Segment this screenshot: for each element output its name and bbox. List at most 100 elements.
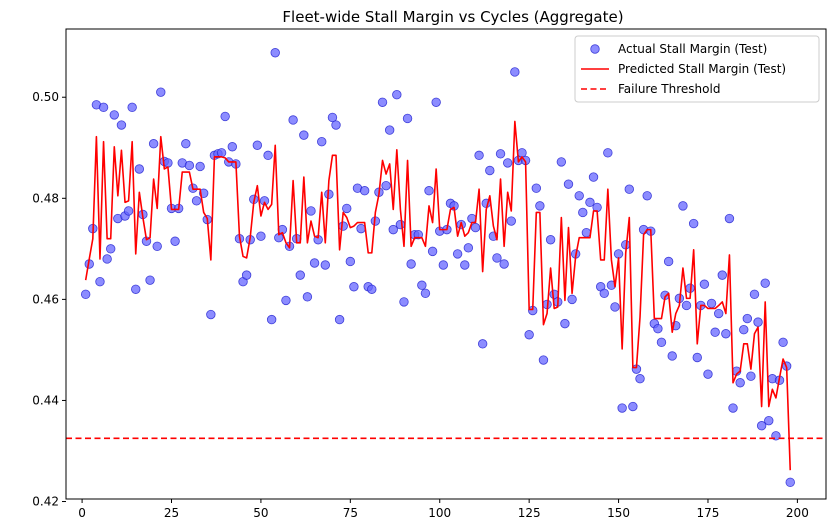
actual-point <box>667 351 677 361</box>
x-axis: 0 25 50 75 100 125 150 175 200 <box>78 499 809 520</box>
actual-point <box>338 221 348 231</box>
x-tick-label: 175 <box>697 506 720 520</box>
actual-point <box>306 206 316 216</box>
legend-label: Predicted Stall Margin (Test) <box>618 62 786 76</box>
actual-point <box>717 270 727 280</box>
actual-point <box>656 337 667 348</box>
actual-point <box>356 223 366 234</box>
x-tick-label: 0 <box>78 506 86 520</box>
line-layer <box>84 120 792 471</box>
x-tick-label: 125 <box>518 506 541 520</box>
actual-point <box>678 201 688 211</box>
actual-point <box>384 125 395 135</box>
actual-point <box>746 371 756 381</box>
actual-point <box>724 213 735 224</box>
actual-point <box>145 275 155 285</box>
actual-point <box>742 313 753 324</box>
actual-point <box>381 180 391 191</box>
actual-point <box>342 203 352 214</box>
actual-point <box>531 183 542 193</box>
actual-point <box>574 191 584 201</box>
actual-point <box>749 289 760 300</box>
actual-point <box>156 87 166 97</box>
actual-point <box>424 186 434 196</box>
x-tick-label: 25 <box>164 506 179 520</box>
actual-point <box>334 314 345 325</box>
actual-point <box>681 300 692 311</box>
actual-point <box>320 260 330 270</box>
actual-point <box>545 235 556 245</box>
predicted-line <box>84 120 792 471</box>
actual-point <box>102 254 112 264</box>
actual-point <box>206 309 216 320</box>
x-tick-label: 75 <box>343 506 358 520</box>
actual-point <box>728 403 738 413</box>
actual-point <box>417 280 427 290</box>
actual-point <box>785 477 795 488</box>
actual-point <box>460 260 470 270</box>
actual-point <box>256 231 266 241</box>
actual-point <box>567 294 577 305</box>
actual-point <box>502 158 513 168</box>
x-tick-label: 150 <box>607 506 630 520</box>
legend-marker-actual <box>590 44 600 54</box>
actual-point <box>506 216 516 226</box>
actual-point <box>170 236 180 246</box>
y-tick-label: 0.50 <box>32 90 59 104</box>
actual-point <box>152 241 162 252</box>
actual-point <box>492 253 502 263</box>
actual-point <box>556 157 567 167</box>
actual-point <box>148 139 159 149</box>
actual-point <box>563 179 574 189</box>
actual-point <box>163 158 173 168</box>
actual-point <box>431 97 441 107</box>
actual-point <box>739 325 749 335</box>
actual-point <box>220 111 230 122</box>
actual-point <box>106 244 116 254</box>
x-tick-label: 50 <box>253 506 268 520</box>
actual-point <box>714 308 724 319</box>
actual-point <box>477 339 488 349</box>
actual-point <box>345 256 356 267</box>
actual-point <box>610 302 620 312</box>
actual-point <box>216 148 227 158</box>
actual-point <box>485 165 495 176</box>
actual-point <box>760 278 770 288</box>
actual-point <box>703 369 713 379</box>
y-axis: 0.42 0.44 0.46 0.48 0.50 <box>32 90 66 509</box>
actual-point <box>452 249 463 259</box>
actual-point <box>123 206 134 216</box>
y-tick-label: 0.46 <box>32 292 59 306</box>
actual-point <box>653 323 663 334</box>
actual-point <box>184 160 195 171</box>
actual-point <box>642 191 652 201</box>
actual-point <box>581 227 592 238</box>
legend-label: Actual Stall Margin (Test) <box>618 42 767 56</box>
legend: Actual Stall Margin (Test) Predicted Stal… <box>574 35 820 103</box>
actual-point <box>349 282 359 292</box>
actual-point <box>95 276 105 287</box>
actual-point <box>295 270 305 280</box>
y-tick-label: 0.42 <box>32 495 59 509</box>
actual-point <box>395 219 406 230</box>
x-tick-label: 200 <box>786 506 809 520</box>
actual-point <box>663 256 674 267</box>
chart-title: Fleet-wide Stall Margin vs Cycles (Aggre… <box>282 8 623 26</box>
actual-point <box>578 207 588 218</box>
actual-point <box>327 112 338 123</box>
actual-point <box>603 148 613 158</box>
actual-point <box>413 229 423 240</box>
actual-point <box>131 284 141 294</box>
actual-point <box>427 246 438 257</box>
actual-point <box>699 279 710 289</box>
actual-point <box>495 149 506 159</box>
y-tick-label: 0.44 <box>32 393 59 407</box>
actual-point <box>524 330 534 340</box>
actual-point <box>270 48 280 58</box>
actual-point <box>617 403 627 413</box>
actual-point <box>317 136 327 147</box>
actual-point <box>560 318 570 329</box>
actual-point <box>402 113 413 124</box>
actual-point <box>263 150 273 161</box>
